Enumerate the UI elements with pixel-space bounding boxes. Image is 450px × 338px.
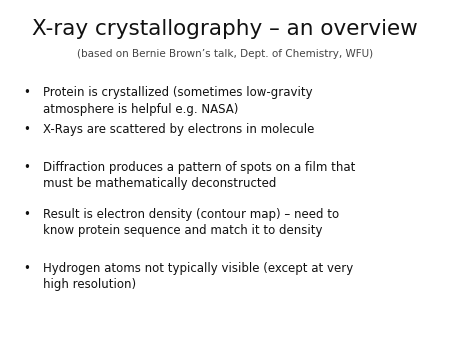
Text: X-Rays are scattered by electrons in molecule: X-Rays are scattered by electrons in mol… <box>43 123 314 136</box>
Text: •: • <box>23 161 31 173</box>
Text: •: • <box>23 208 31 221</box>
Text: •: • <box>23 86 31 99</box>
Text: •: • <box>23 123 31 136</box>
Text: X-ray crystallography – an overview: X-ray crystallography – an overview <box>32 19 418 39</box>
Text: Hydrogen atoms not typically visible (except at very
high resolution): Hydrogen atoms not typically visible (ex… <box>43 262 353 291</box>
Text: Diffraction produces a pattern of spots on a film that
must be mathematically de: Diffraction produces a pattern of spots … <box>43 161 355 190</box>
Text: Protein is crystallized (sometimes low-gravity
atmosphere is helpful e.g. NASA): Protein is crystallized (sometimes low-g… <box>43 86 312 116</box>
Text: •: • <box>23 262 31 275</box>
Text: Result is electron density (contour map) – need to
know protein sequence and mat: Result is electron density (contour map)… <box>43 208 339 237</box>
Text: (based on Bernie Brown’s talk, Dept. of Chemistry, WFU): (based on Bernie Brown’s talk, Dept. of … <box>77 49 373 59</box>
